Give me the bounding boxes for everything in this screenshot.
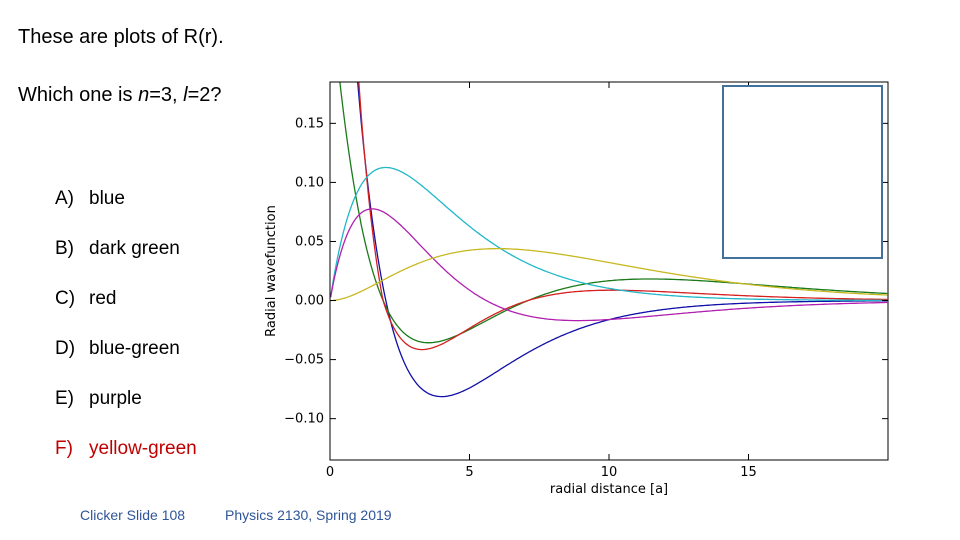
choice-letter: F) xyxy=(55,438,73,459)
choice-label: red xyxy=(89,288,117,309)
choice-b[interactable]: B) dark green xyxy=(55,238,180,260)
footer-course: Physics 2130, Spring 2019 xyxy=(225,507,392,523)
choice-letter: E) xyxy=(55,388,74,409)
y-tick-label: 0.05 xyxy=(295,234,324,249)
slide-title: These are plots of R(r). xyxy=(18,26,224,48)
x-tick-label: 15 xyxy=(740,465,757,480)
question-prefix: Which one is xyxy=(18,84,139,106)
choice-label: blue-green xyxy=(89,338,180,359)
x-tick-label: 5 xyxy=(465,465,473,480)
choice-letter: D) xyxy=(55,338,76,359)
choice-label: yellow-green xyxy=(89,438,197,459)
choice-a[interactable]: A) blue xyxy=(55,188,125,210)
choice-label: dark green xyxy=(89,238,180,259)
l-value: =2? xyxy=(187,84,222,106)
answer-cover-box xyxy=(722,85,883,259)
tick-layer: 0 5 10 15 −0.10 −0.05 0.00 0.05 0.10 0.15 xyxy=(284,82,888,480)
footer-slide-number: Clicker Slide 108 xyxy=(80,507,186,523)
choice-letter: C) xyxy=(55,288,76,309)
choice-label: blue xyxy=(89,188,125,209)
choice-letter: B) xyxy=(55,238,74,259)
choice-c[interactable]: C) red xyxy=(55,288,116,310)
choice-letter: A) xyxy=(55,188,74,209)
question: Which one is n=3, l=2? xyxy=(18,84,222,107)
y-tick-label: −0.10 xyxy=(284,412,324,427)
series-yellow-green xyxy=(330,247,888,302)
x-axis-label: radial distance [a] xyxy=(550,482,668,497)
choice-e[interactable]: E) purple xyxy=(55,388,142,410)
l-variable: l xyxy=(183,84,188,106)
x-tick-label: 0 xyxy=(326,465,334,480)
choice-f[interactable]: F) yellow-green xyxy=(55,438,197,460)
n-value: =3, xyxy=(149,84,184,106)
series-dark-green xyxy=(339,82,888,344)
choice-d[interactable]: D) blue-green xyxy=(55,338,180,360)
x-tick-label: 10 xyxy=(601,465,618,480)
y-axis-label: Radial wavefunction xyxy=(264,205,279,337)
y-tick-label: 0.00 xyxy=(295,294,324,309)
series-layer xyxy=(330,82,888,398)
series-blue-green xyxy=(330,166,888,302)
y-tick-label: −0.05 xyxy=(284,353,324,368)
series-purple xyxy=(330,208,888,322)
y-tick-label: 0.10 xyxy=(295,175,324,190)
series-red xyxy=(358,82,888,351)
y-tick-label: 0.15 xyxy=(295,116,324,131)
choice-label: purple xyxy=(89,388,142,409)
n-variable: n xyxy=(138,84,150,106)
